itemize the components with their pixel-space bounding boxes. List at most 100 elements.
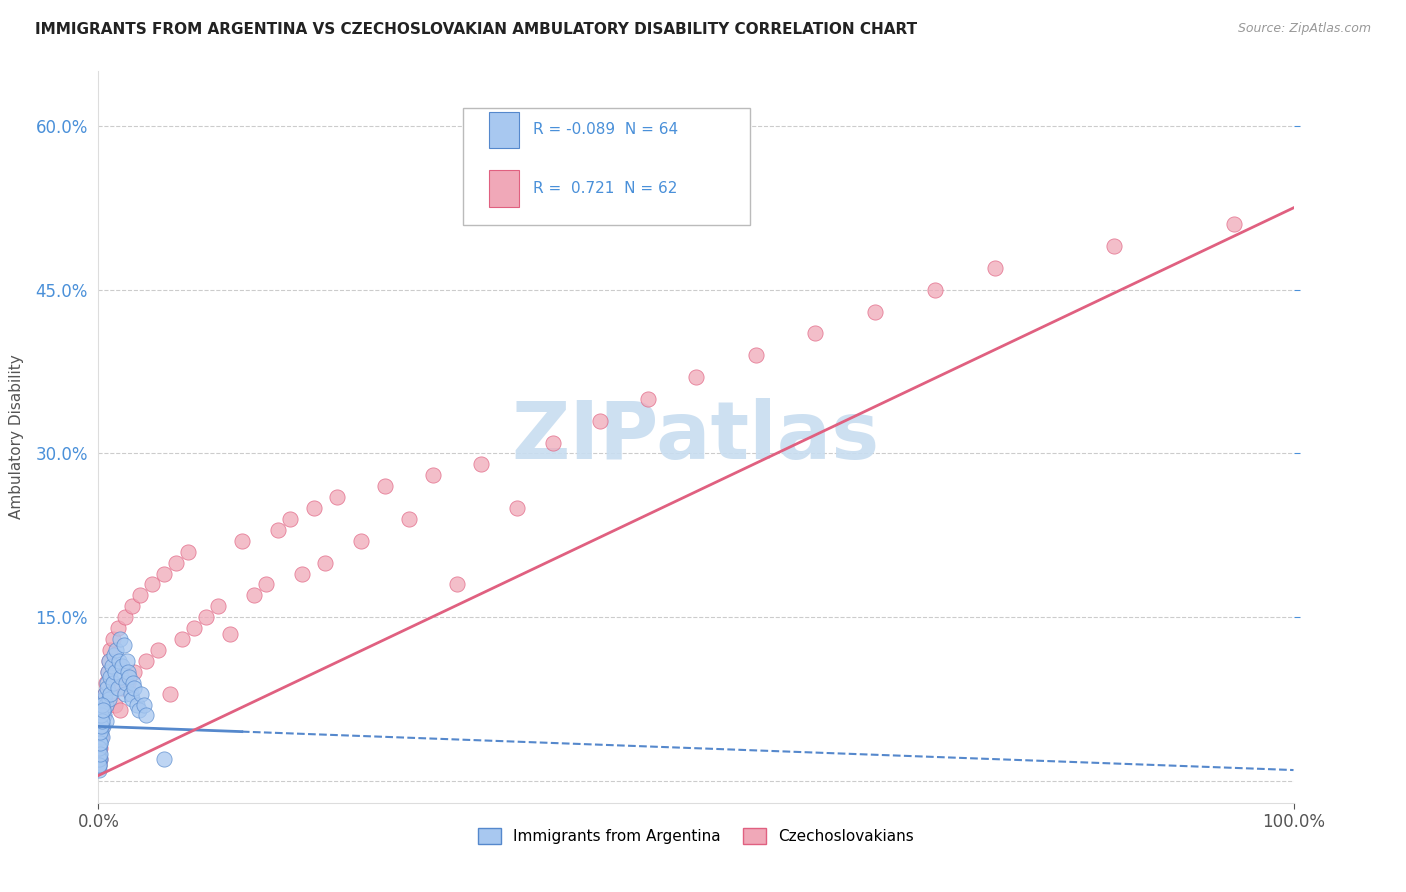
- Point: [89, 752, 111, 766]
- Point: [118, 670, 141, 684]
- Point: [87, 747, 110, 761]
- Point: [90, 719, 112, 733]
- Point: [115, 675, 138, 690]
- Point: [207, 599, 229, 614]
- Point: [93, 708, 115, 723]
- Point: [291, 566, 314, 581]
- Point: [195, 610, 218, 624]
- Point: [112, 638, 135, 652]
- Point: [120, 687, 142, 701]
- Point: [89, 736, 111, 750]
- Point: [87, 757, 110, 772]
- Point: [398, 512, 420, 526]
- Point: [865, 304, 887, 318]
- Legend: Immigrants from Argentina, Czechoslovakians: Immigrants from Argentina, Czechoslovaki…: [471, 822, 921, 850]
- Point: [165, 556, 187, 570]
- Point: [89, 741, 111, 756]
- Point: [183, 621, 205, 635]
- Point: [94, 687, 117, 701]
- Point: [984, 260, 1007, 275]
- Point: [101, 632, 124, 646]
- Point: [128, 703, 150, 717]
- Point: [96, 675, 118, 690]
- Point: [90, 714, 112, 728]
- Point: [219, 626, 242, 640]
- Point: [90, 719, 112, 733]
- Point: [107, 681, 129, 695]
- Point: [96, 675, 118, 690]
- Point: [89, 741, 111, 756]
- Point: [90, 708, 112, 723]
- Point: [541, 435, 564, 450]
- Point: [100, 659, 122, 673]
- Point: [278, 512, 301, 526]
- Point: [326, 490, 349, 504]
- Point: [243, 588, 266, 602]
- Point: [506, 501, 529, 516]
- Point: [98, 654, 121, 668]
- Point: [1104, 239, 1126, 253]
- Point: [90, 731, 112, 745]
- Point: [108, 703, 131, 717]
- Point: [231, 533, 253, 548]
- Point: [141, 577, 163, 591]
- Point: [350, 533, 373, 548]
- Point: [89, 752, 111, 766]
- FancyBboxPatch shape: [463, 108, 749, 225]
- Point: [446, 577, 468, 591]
- Point: [91, 703, 114, 717]
- Point: [89, 752, 111, 766]
- Point: [117, 665, 139, 679]
- Point: [121, 599, 143, 614]
- Point: [91, 719, 114, 733]
- Point: [101, 675, 124, 690]
- Point: [89, 736, 111, 750]
- Point: [129, 588, 152, 602]
- Point: [172, 632, 194, 646]
- Point: [90, 719, 112, 733]
- Point: [470, 458, 492, 472]
- Text: ZIPatlas: ZIPatlas: [512, 398, 880, 476]
- Point: [96, 681, 118, 695]
- Point: [103, 648, 125, 663]
- Point: [153, 752, 176, 766]
- Point: [115, 654, 138, 668]
- Point: [89, 724, 111, 739]
- Point: [107, 654, 129, 668]
- Point: [98, 687, 122, 701]
- Point: [87, 757, 110, 772]
- Point: [177, 545, 200, 559]
- Point: [302, 501, 325, 516]
- Point: [97, 665, 120, 679]
- Point: [93, 692, 115, 706]
- Bar: [489, 170, 519, 207]
- Point: [124, 681, 146, 695]
- Point: [685, 370, 707, 384]
- Point: [89, 757, 111, 772]
- Point: [159, 687, 181, 701]
- Y-axis label: Ambulatory Disability: Ambulatory Disability: [10, 355, 24, 519]
- Point: [132, 698, 155, 712]
- Point: [98, 670, 121, 684]
- Point: [135, 708, 157, 723]
- Point: [114, 687, 136, 701]
- Point: [114, 610, 136, 624]
- Point: [87, 763, 110, 777]
- Point: [637, 392, 659, 406]
- Point: [91, 703, 114, 717]
- Bar: [489, 112, 519, 148]
- Point: [117, 675, 139, 690]
- Point: [267, 523, 290, 537]
- Point: [108, 632, 131, 646]
- Text: R =  0.721  N = 62: R = 0.721 N = 62: [533, 181, 678, 196]
- Point: [111, 681, 134, 695]
- Point: [315, 556, 337, 570]
- Point: [254, 577, 277, 591]
- Point: [90, 698, 112, 712]
- Point: [98, 643, 122, 657]
- Point: [131, 687, 153, 701]
- Point: [107, 621, 129, 635]
- Point: [93, 698, 115, 712]
- Point: [94, 687, 117, 701]
- Point: [1223, 217, 1246, 231]
